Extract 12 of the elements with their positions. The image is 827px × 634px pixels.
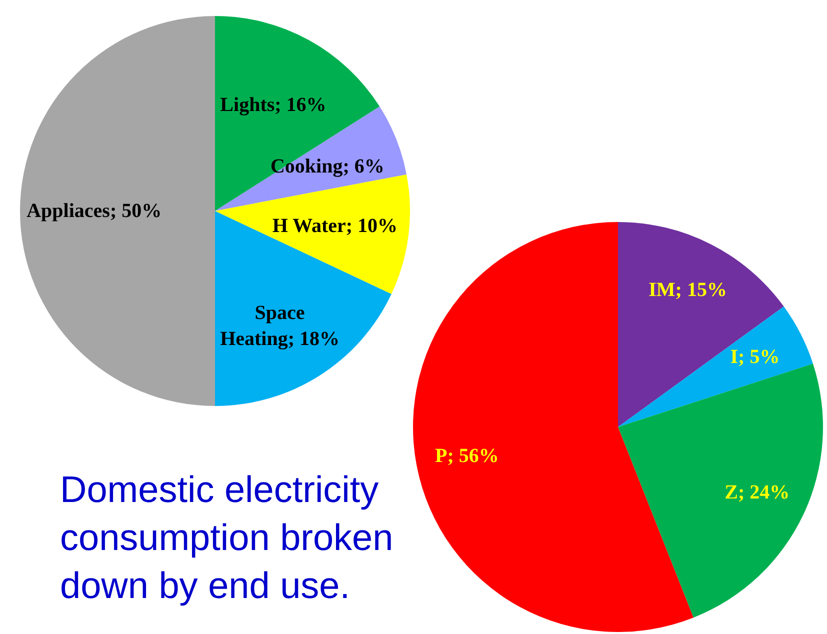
pie-slice xyxy=(20,16,215,406)
slice-label: I; 5% xyxy=(730,346,780,368)
slice-label: H Water; 10% xyxy=(272,215,398,238)
slice-label: Appliaces; 50% xyxy=(26,200,162,222)
pie-slice xyxy=(618,306,813,427)
text: Domestic electricity consumption broken down by end use. xyxy=(60,468,394,608)
slice-label: Lights; 16% xyxy=(220,94,326,116)
slice-label: Z; 24% xyxy=(724,481,790,504)
slice-label: Space Heating; 18% xyxy=(220,302,340,350)
pie-slice xyxy=(618,222,784,427)
slice-label: P; 56% xyxy=(435,444,499,467)
slice-label: IM; 15% xyxy=(648,279,727,302)
